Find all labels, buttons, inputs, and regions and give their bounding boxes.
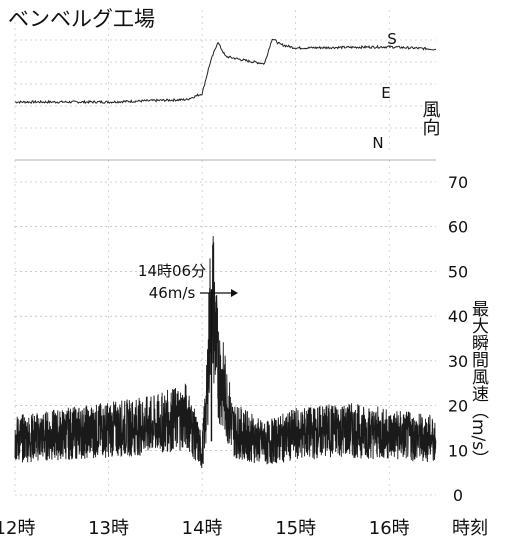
peak-annotation-time: 14時06分 — [138, 262, 206, 280]
direction-tick-label: E — [381, 84, 390, 102]
direction-tick-label: S — [387, 30, 397, 48]
speed-line — [14, 236, 437, 469]
speed-y-tick-label: 50 — [448, 262, 468, 281]
speed-y-tick-label: 0 — [453, 486, 463, 505]
peak-annotation-value: 46m/s — [149, 284, 196, 302]
time-axis-label: 時刻 — [452, 518, 488, 539]
direction-tick-label: N — [372, 134, 383, 152]
speed-axis-label: 最大瞬間風速（m/s） — [468, 300, 489, 467]
top-grid — [14, 10, 436, 150]
speed-series — [14, 236, 437, 469]
speed-x-tick-labels: 12時 13時 14時 15時 16時 — [0, 518, 410, 539]
direction-tick-labels: N E S — [372, 30, 396, 152]
speed-y-tick-labels: 0 10 20 30 40 50 60 70 — [448, 173, 468, 505]
speed-y-tick-label: 30 — [448, 352, 468, 371]
speed-x-tick-label: 16時 — [369, 518, 410, 539]
chart-title: ベンベルグ工場 — [8, 7, 155, 31]
speed-y-tick-label: 20 — [448, 397, 468, 416]
speed-x-tick-label: 12時 — [0, 518, 35, 539]
direction-axis-label: 風向 — [420, 100, 441, 136]
peak-annotation: 14時06分 46m/s — [138, 262, 238, 302]
speed-x-tick-label: 13時 — [88, 518, 129, 539]
speed-y-tick-label: 70 — [448, 173, 468, 192]
speed-y-tick-label: 10 — [448, 441, 468, 460]
speed-y-tick-label: 40 — [448, 307, 468, 326]
bottom-grid — [14, 159, 436, 496]
direction-line — [14, 38, 437, 105]
speed-y-tick-label: 60 — [448, 218, 468, 237]
peak-annotation-arrowhead — [231, 289, 238, 297]
direction-series — [14, 38, 437, 105]
speed-x-tick-label: 14時 — [182, 518, 223, 539]
speed-x-tick-label: 15時 — [275, 518, 316, 539]
